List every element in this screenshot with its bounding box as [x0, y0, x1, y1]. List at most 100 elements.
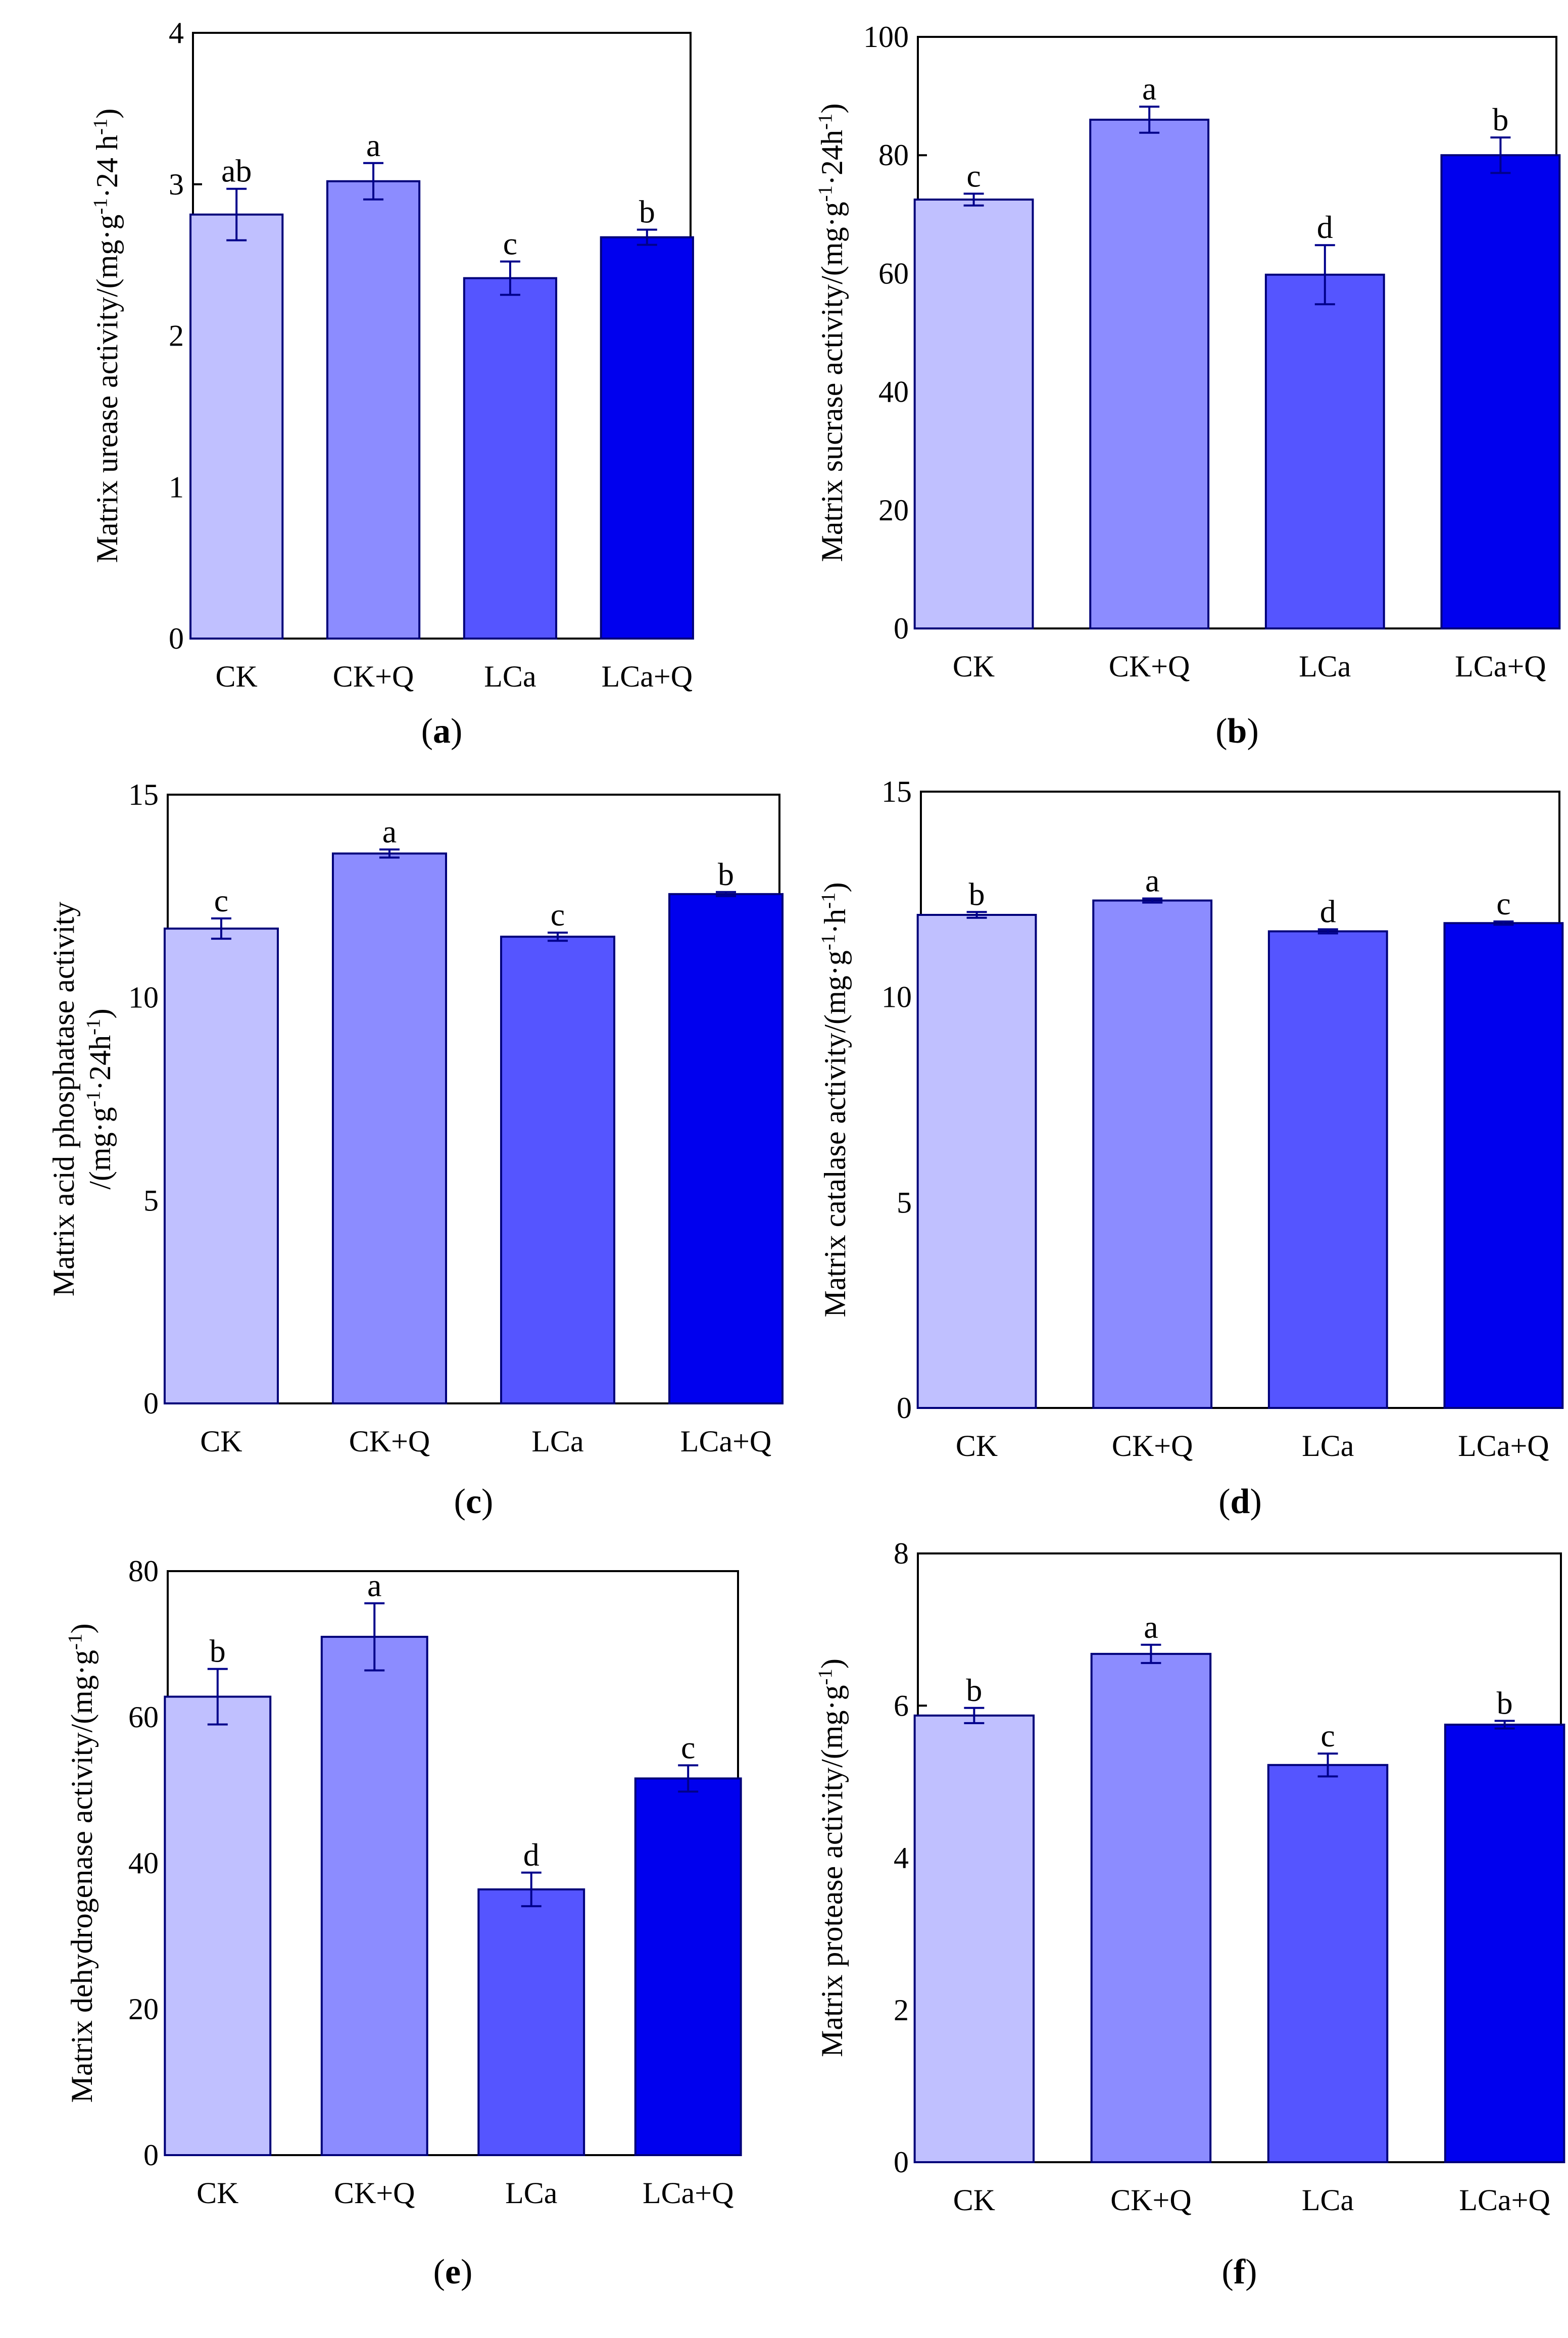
significance-letter: ab [221, 153, 252, 189]
y-tick-label: 60 [878, 257, 909, 290]
significance-letter: d [1320, 893, 1336, 929]
y-tick-label: 0 [143, 2138, 159, 2172]
chart-panel-f: 0 2 4 6 8 b CK a CK+Q c LCa b LCa+Q Matrix protease a… [814, 1537, 1565, 2292]
significance-letter: b [210, 1633, 226, 1669]
y-axis-label: Matrix sucrase activity/(mg·g-1·24h-1) [814, 103, 849, 562]
y-axis-label-part: ·24h [815, 130, 849, 185]
error-bar [636, 228, 657, 246]
y-axis-label: /(mg·g-1·24h-1) [82, 1008, 117, 1189]
significance-letter: c [1320, 1718, 1335, 1753]
bar-LCa+Q [1443, 922, 1564, 1409]
caption-paren: ( [1218, 1482, 1230, 1521]
y-tick-label: 15 [128, 778, 159, 811]
caption-paren: ) [1247, 712, 1258, 751]
bar-CK [163, 928, 279, 1404]
y-tick-label: 1 [169, 470, 184, 504]
error-bar [226, 187, 247, 241]
significance-letter: c [214, 883, 228, 918]
y-axis-label-part: Matrix sucrase activity/(mg·g [815, 202, 849, 562]
y-tick-label: 0 [894, 2146, 909, 2179]
significance-letter: b [718, 856, 734, 892]
caption-paren: ( [1215, 712, 1227, 751]
significance-letter: c [681, 1729, 695, 1765]
significance-letter: c [1496, 886, 1510, 921]
significance-letter: c [503, 226, 517, 262]
y-tick-label: 3 [169, 168, 184, 201]
x-tick-label: LCa+Q [1459, 2183, 1550, 2217]
significance-letter: a [1142, 71, 1156, 107]
error-bar [963, 192, 984, 207]
caption-paren: ) [481, 1482, 493, 1521]
error-bar [1142, 897, 1163, 904]
y-axis-label-part: -1 [814, 1669, 836, 1685]
caption-paren: ( [1222, 2253, 1234, 2292]
y-tick-label: 100 [863, 20, 909, 54]
y-axis-label-part: Matrix protease activity/(mg·g [815, 1685, 849, 2057]
caption-paren: ( [433, 2253, 445, 2292]
caption-paren: ) [1245, 2253, 1257, 2292]
y-tick-label: 5 [143, 1184, 159, 1217]
x-tick-label: CK [200, 1425, 242, 1458]
y-tick-label: 15 [881, 775, 912, 808]
chart-panel-e: 0 20 40 60 80 b CK a CK+Q d LCa c LCa+Q Matrix dehydr… [64, 1554, 742, 2292]
bar-CK [913, 1714, 1035, 2164]
x-tick-label: CK+Q [1109, 650, 1190, 683]
x-tick-label: LCa [531, 1425, 583, 1458]
significance-letter: a [382, 813, 397, 849]
x-tick-label: LCa+Q [1458, 1429, 1549, 1463]
y-axis-label: Matrix acid phosphatase activity [47, 902, 80, 1296]
x-tick-label: CK+Q [1112, 1429, 1193, 1463]
error-bar [1314, 244, 1335, 306]
y-tick-label: 10 [128, 981, 159, 1014]
significance-letter: a [367, 1568, 381, 1603]
chart-panel-c: 0 5 10 15 c CK a CK+Q c LCa b LCa+Q Matrix acid phos… [47, 778, 784, 1521]
x-tick-label: CK+Q [1110, 2183, 1192, 2217]
error-bar [363, 162, 384, 201]
caption-letter: e [445, 2253, 461, 2292]
caption-paren: ) [1250, 1482, 1261, 1521]
x-tick-label: CK [216, 660, 258, 693]
y-axis-label-part: ) [83, 1008, 117, 1018]
significance-letter: b [969, 876, 985, 912]
y-axis-label: Matrix dehydrogenase activity/(mg·g-1) [64, 1624, 99, 2103]
bar-CK [916, 914, 1037, 1409]
bar-CK+Q [326, 180, 421, 640]
significance-letter: a [366, 127, 380, 163]
bar-LCa+Q [600, 236, 694, 640]
significance-letter: b [966, 1672, 982, 1708]
x-tick-label: LCa+Q [643, 2176, 733, 2210]
error-bar [207, 1668, 228, 1726]
bar-LCa+Q [1444, 1723, 1565, 2163]
x-tick-label: CK [953, 650, 995, 683]
panel-caption: (d) [1218, 1482, 1262, 1521]
bar-CK+Q [1090, 1652, 1212, 2163]
significance-letter: c [551, 897, 565, 933]
y-axis-label-part: ) [818, 882, 852, 892]
bar-LCa [1267, 930, 1388, 1409]
y-tick-label: 0 [897, 1391, 912, 1425]
error-bar [678, 1764, 699, 1793]
y-axis-label-part: -1 [64, 1634, 86, 1650]
caption-paren: ( [421, 712, 433, 751]
bar-LCa+Q [1440, 154, 1561, 629]
y-axis-label-part: Matrix catalase activity/(mg·g [818, 950, 852, 1317]
y-axis-label-part: -1 [814, 185, 836, 202]
y-tick-label: 0 [169, 622, 184, 655]
panel-caption: (e) [433, 2253, 473, 2292]
x-tick-label: CK+Q [333, 660, 414, 693]
bar-CK [189, 213, 284, 640]
x-tick-label: LCa [1299, 650, 1351, 683]
error-bar [1317, 1752, 1338, 1778]
error-bar [1493, 920, 1514, 926]
bar-LCa [1267, 1764, 1389, 2164]
y-axis-label-part: -1 [817, 892, 839, 909]
y-axis-label-part: Matrix urease activity/(mg·g [90, 215, 124, 563]
y-axis-label-part: -1 [82, 1018, 104, 1035]
caption-letter: c [466, 1482, 481, 1521]
y-axis-label-part: ·h [818, 909, 852, 934]
y-tick-label: 0 [894, 612, 909, 645]
error-bar [716, 891, 737, 897]
y-tick-label: 20 [128, 1992, 159, 2026]
x-tick-label: LCa+Q [1455, 650, 1546, 683]
y-axis-label-part: -1 [89, 119, 111, 135]
